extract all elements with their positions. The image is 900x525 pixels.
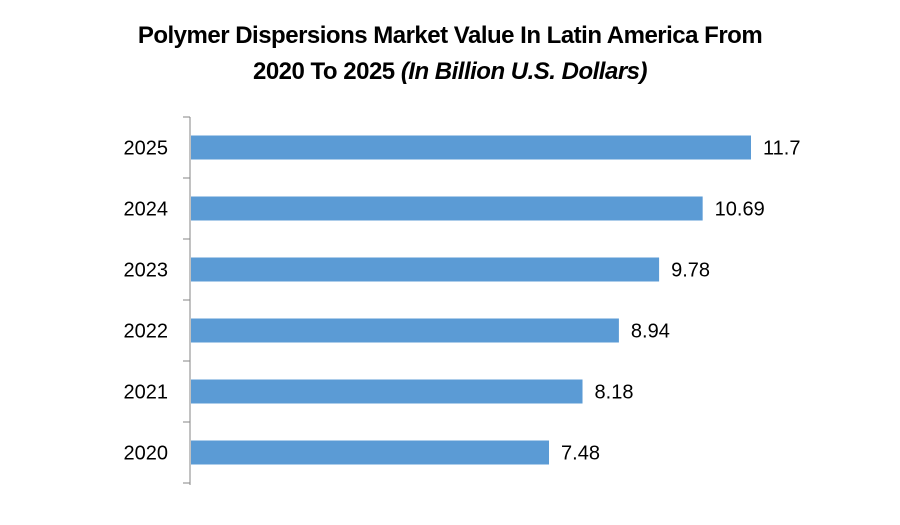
chart-title-line1: Polymer Dispersions Market Value In Lati… [137,22,763,49]
chart-title-line2: 2020 To 2025 (In Billion U.S. Dollars) [0,54,900,90]
category-label-2024: 2024 [124,199,169,221]
bar-2025 [191,135,751,160]
bar-2023 [191,257,660,282]
bar-2024 [191,196,703,221]
bar-2022 [191,318,619,343]
chart-title-years: 2020 To 2025 [252,58,395,85]
data-label-2020: 7.48 [561,443,600,465]
data-label-2023: 9.78 [671,260,710,282]
bar-2020 [191,440,550,465]
chart-title: Polymer Dispersions Market Value In Lati… [0,18,900,90]
category-label-2025: 2025 [124,138,169,160]
category-label-2020: 2020 [124,443,169,465]
data-label-2025: 11.7 [763,138,800,160]
category-label-2023: 2023 [124,260,169,282]
data-label-2022: 8.94 [631,321,670,343]
category-label-2021: 2021 [124,382,169,404]
bar-2021 [191,379,583,404]
chart-title-units: (In Billion U.S. Dollars) [400,58,648,85]
data-label-2021: 8.18 [595,382,634,404]
category-label-2022: 2022 [124,321,169,343]
data-label-2024: 10.69 [715,199,765,221]
